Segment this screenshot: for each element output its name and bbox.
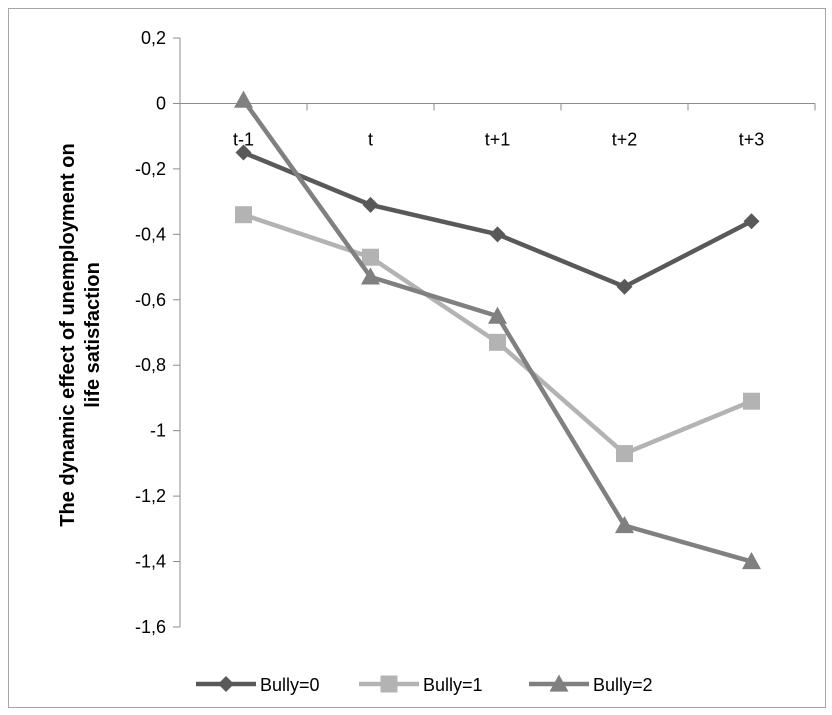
data-point — [489, 333, 506, 351]
data-point — [361, 267, 380, 285]
data-point — [235, 144, 252, 161]
data-point — [615, 516, 634, 534]
series-layer — [234, 90, 761, 570]
x-tick-label: t+1 — [485, 129, 511, 149]
data-point — [743, 213, 760, 230]
y-axis-label: The dynamic effect of unemployment on lif… — [57, 143, 104, 526]
data-point — [235, 206, 252, 224]
series-2 — [234, 90, 761, 570]
y-tick-label: -0,2 — [135, 159, 166, 179]
legend-label: Bully=2 — [593, 675, 653, 695]
legend-marker — [218, 676, 234, 692]
x-tick-label: t — [368, 129, 373, 149]
series-line — [241, 98, 753, 564]
y-tick-label: 0,2 — [141, 28, 166, 48]
y-axis: 0,2 0 -0,2 -0,4 -0,6 -0,8 -1 -1,2 -1,4 -1,6 — [135, 28, 181, 637]
y-tick-label: 0 — [156, 93, 166, 113]
legend-marker — [380, 675, 398, 693]
legend-entry: Bully=2 — [529, 674, 653, 695]
data-point — [234, 90, 253, 108]
chart-frame — [8, 8, 826, 708]
y-tick-label: -0,4 — [135, 224, 166, 244]
x-axis: t-1 t t+1 t+2 t+3 — [179, 102, 816, 149]
data-point — [489, 226, 506, 243]
y-tick-label: -0,8 — [135, 355, 166, 375]
series-0 — [235, 144, 760, 295]
data-point — [742, 552, 761, 570]
y-tick-label: -1,6 — [135, 617, 166, 637]
y-tick-label: -1 — [150, 421, 166, 441]
data-point — [488, 306, 507, 324]
x-tick-label: t-1 — [233, 129, 254, 149]
legend-entry: Bully=1 — [359, 675, 483, 695]
data-point — [362, 196, 379, 213]
series-1 — [235, 206, 760, 463]
legend-label: Bully=0 — [260, 675, 320, 695]
series-line — [242, 150, 753, 289]
data-point — [743, 392, 760, 410]
y-tick-label: -1,4 — [135, 552, 166, 572]
data-point — [616, 445, 633, 463]
legend-marker — [549, 674, 569, 692]
data-point — [362, 248, 379, 266]
legend: Bully=0 Bully=1 Bully=2 — [196, 674, 653, 695]
y-tick-label: -1,2 — [135, 486, 166, 506]
x-tick-label: t+3 — [739, 129, 765, 149]
legend-label: Bully=1 — [423, 675, 483, 695]
legend-entry: Bully=0 — [196, 675, 320, 695]
data-point — [616, 278, 633, 295]
x-tick-label: t+2 — [612, 129, 638, 149]
y-tick-label: -0,6 — [135, 290, 166, 310]
